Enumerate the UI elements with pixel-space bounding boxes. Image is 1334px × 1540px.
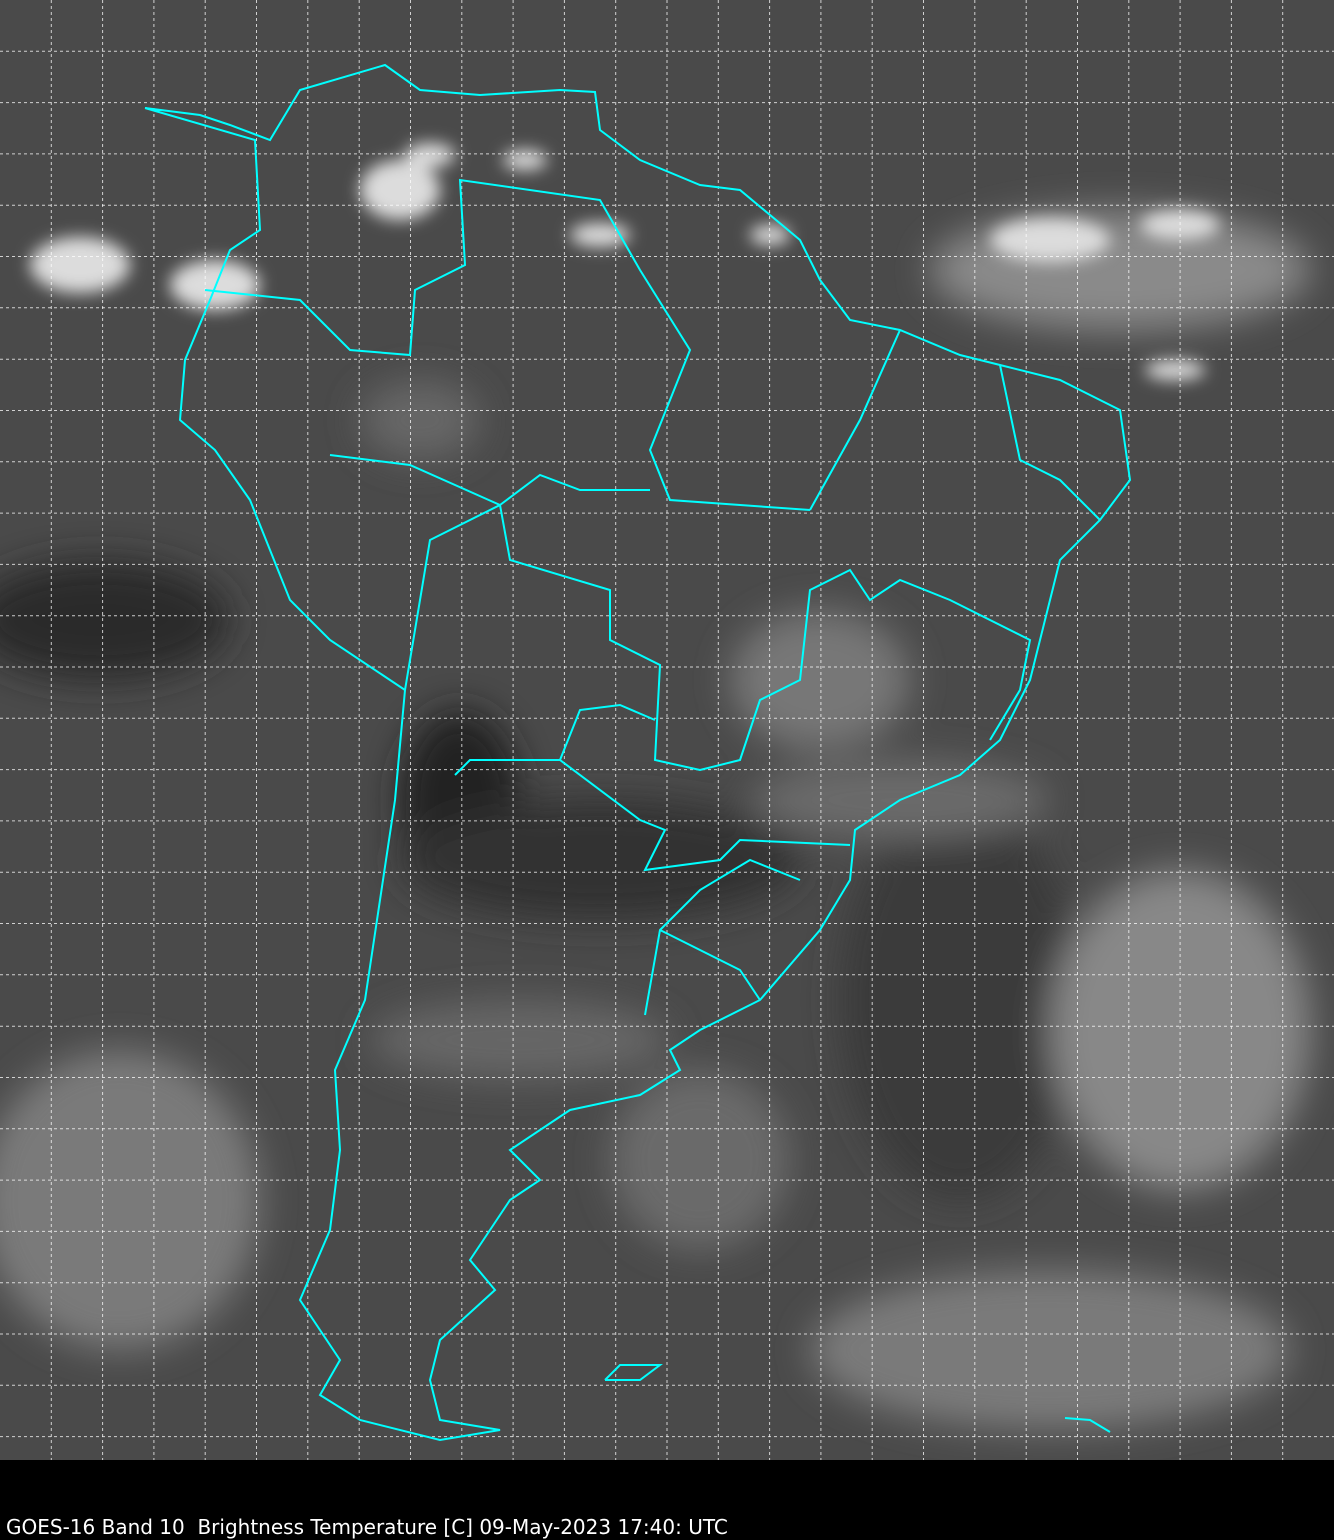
border [809, 329, 901, 511]
border [454, 703, 656, 776]
border [404, 503, 1032, 772]
border [999, 364, 1101, 521]
island [604, 1364, 663, 1381]
border [659, 929, 761, 1001]
border [559, 759, 851, 872]
border [644, 858, 801, 1016]
continent-outline [144, 63, 1132, 1442]
border [329, 454, 650, 507]
satellite-map [0, 0, 1334, 1460]
island [1064, 1417, 1111, 1433]
bright-clouds [30, 143, 1220, 380]
border [204, 178, 811, 511]
image-caption: GOES-16 Band 10 Brightness Temperature [… [6, 1515, 728, 1539]
coastline-borders [144, 63, 1132, 1442]
